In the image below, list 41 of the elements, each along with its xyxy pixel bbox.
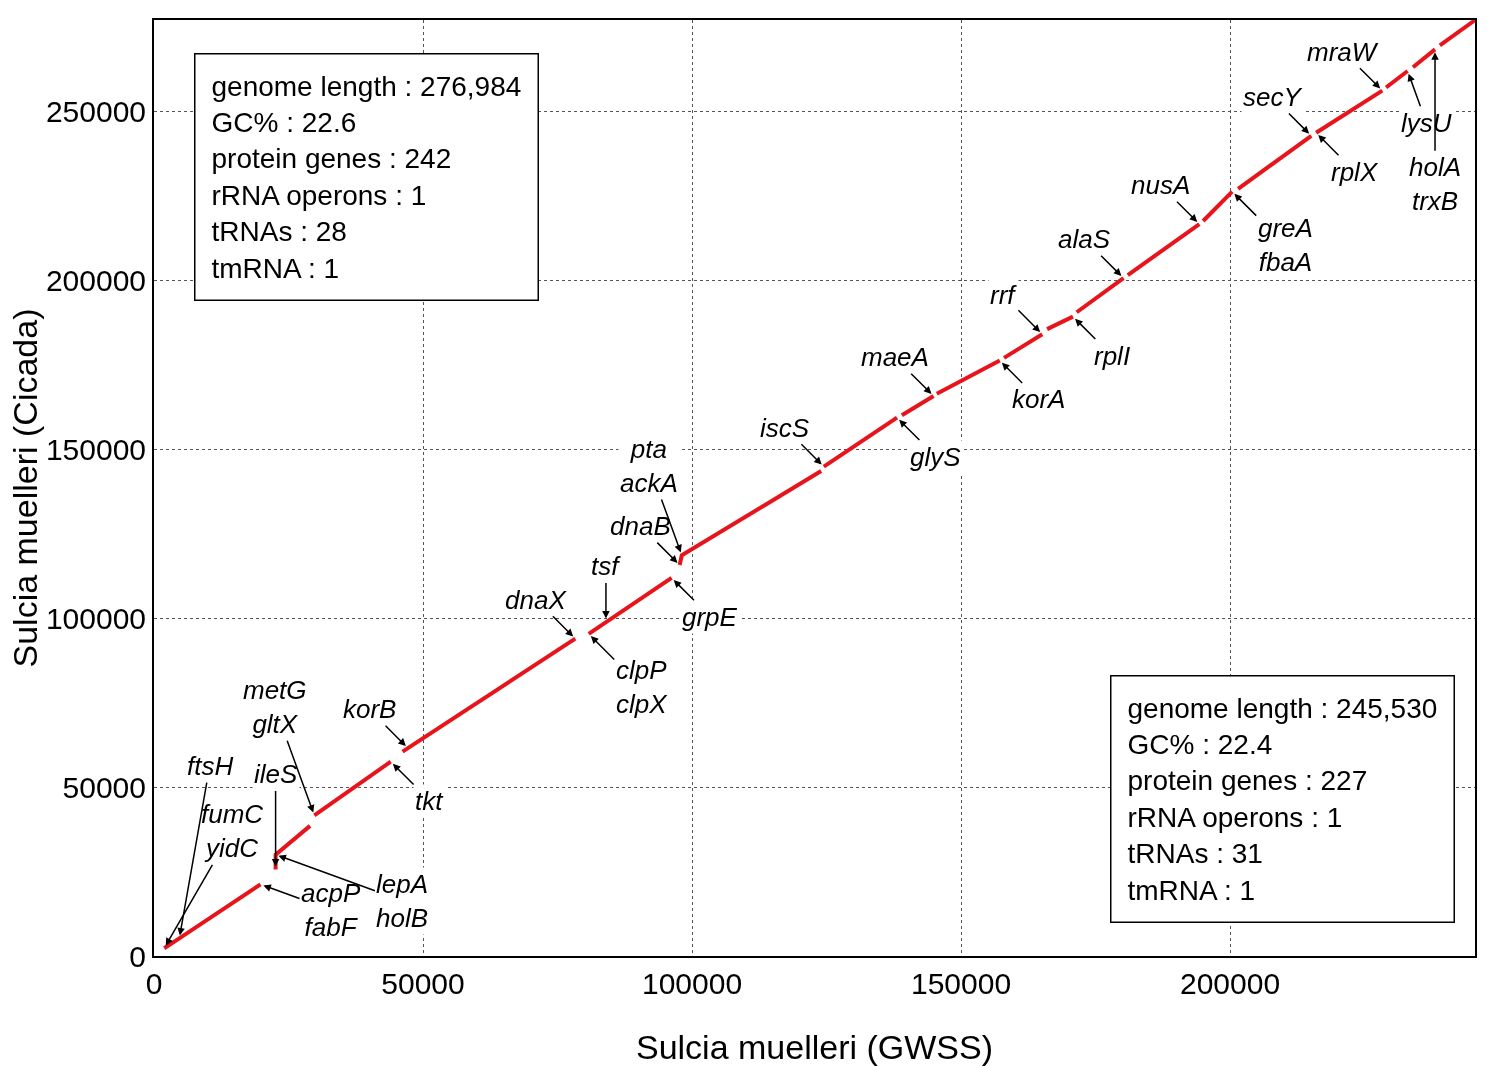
annotation: secY [1243,82,1303,112]
y-tick-label: 100000 [45,601,146,635]
annotation: alaS [1058,224,1111,254]
annotation: tkt [415,786,445,816]
y-tick-label: 200000 [45,263,146,297]
annotation: dnaX [505,585,568,615]
annotation: rrf [990,280,1018,310]
annotation: ileS [254,759,299,789]
annotation: maeA [861,342,929,372]
x-tick-label: 50000 [381,967,465,1000]
annotation: grpE [682,602,738,632]
annotation: dnaB [610,511,671,541]
y-tick-label: 0 [129,939,146,973]
annotation: fumC yidC [201,799,264,863]
annotation: glyS [910,442,962,472]
annotation: clpP clpX [616,655,669,719]
x-tick-label: 150000 [910,967,1012,1000]
annotation: lepA holB [376,869,429,933]
annotation: mraW [1307,37,1379,67]
annotation: iscS [760,413,810,443]
x-tick-label: 200000 [1179,967,1281,1000]
annotation: holA trxB [1409,152,1462,216]
annotation: genome length : 245,530 GC% : 22.4 protein genes : 227 rRNA operons : 1 tRNAs : 31 tmRNA : 1 [1127,692,1438,906]
annotation: pta ackA [620,434,678,498]
y-axis-title: Sulcia muelleri (Cicada) [5,308,44,668]
annotation: rplI [1094,341,1131,371]
annotation: greA fbaA [1258,213,1313,277]
annotation: acpP fabF [301,878,361,942]
y-tick-label: 250000 [45,94,146,128]
x-axis-title: Sulcia muelleri (GWSS) [635,1028,994,1066]
annotation: ftsH [187,751,234,781]
annotation: metG gltX [243,675,307,739]
x-tick-label: 100000 [641,967,743,1000]
annotation: tsf [591,551,622,581]
annotation: rplX [1331,157,1379,187]
y-tick-label: 50000 [62,770,146,804]
annotation: korB [343,694,397,724]
y-tick-label: 150000 [45,432,146,466]
annotation: nusA [1131,170,1191,200]
annotation: genome length : 276,984 GC% : 22.6 protein genes : 242 rRNA operons : 1 tRNAs : 28 tmRNA : 1 [211,70,522,284]
annotation: korA [1012,384,1066,414]
